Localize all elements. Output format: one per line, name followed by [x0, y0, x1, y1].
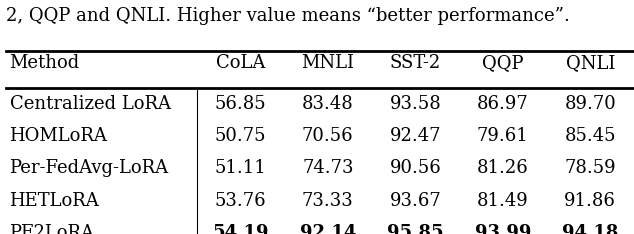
Text: 53.76: 53.76 [214, 192, 266, 210]
Text: 56.85: 56.85 [214, 95, 266, 113]
Text: MNLI: MNLI [301, 54, 354, 72]
Text: HOMLoRA: HOMLoRA [10, 127, 107, 145]
Text: 93.99: 93.99 [475, 224, 531, 234]
Text: 74.73: 74.73 [302, 160, 354, 177]
Text: 90.56: 90.56 [389, 160, 441, 177]
Text: 83.48: 83.48 [302, 95, 354, 113]
Text: 73.33: 73.33 [302, 192, 354, 210]
Text: CoLA: CoLA [216, 54, 265, 72]
Text: 85.45: 85.45 [564, 127, 616, 145]
Text: 91.86: 91.86 [564, 192, 616, 210]
Text: QNLI: QNLI [566, 54, 615, 72]
Text: 86.97: 86.97 [477, 95, 529, 113]
Text: 51.11: 51.11 [214, 160, 266, 177]
Text: 70.56: 70.56 [302, 127, 354, 145]
Text: PF2LoRA: PF2LoRA [10, 224, 94, 234]
Text: 93.67: 93.67 [389, 192, 441, 210]
Text: HETLoRA: HETLoRA [10, 192, 100, 210]
Text: QQP: QQP [482, 54, 524, 72]
Text: 50.75: 50.75 [214, 127, 266, 145]
Text: 89.70: 89.70 [564, 95, 616, 113]
Text: 54.19: 54.19 [212, 224, 269, 234]
Text: Centralized LoRA: Centralized LoRA [10, 95, 171, 113]
Text: 81.26: 81.26 [477, 160, 529, 177]
Text: 78.59: 78.59 [564, 160, 616, 177]
Text: Method: Method [10, 54, 80, 72]
Text: 92.14: 92.14 [300, 224, 356, 234]
Text: SST-2: SST-2 [390, 54, 441, 72]
Text: 92.47: 92.47 [389, 127, 441, 145]
Text: 93.58: 93.58 [389, 95, 441, 113]
Text: 95.85: 95.85 [387, 224, 444, 234]
Text: 94.18: 94.18 [562, 224, 618, 234]
Text: Per-FedAvg-LoRA: Per-FedAvg-LoRA [10, 160, 169, 177]
Text: 79.61: 79.61 [477, 127, 529, 145]
Text: 2, QQP and QNLI. Higher value means “better performance”.: 2, QQP and QNLI. Higher value means “bet… [6, 7, 570, 25]
Text: 81.49: 81.49 [477, 192, 529, 210]
